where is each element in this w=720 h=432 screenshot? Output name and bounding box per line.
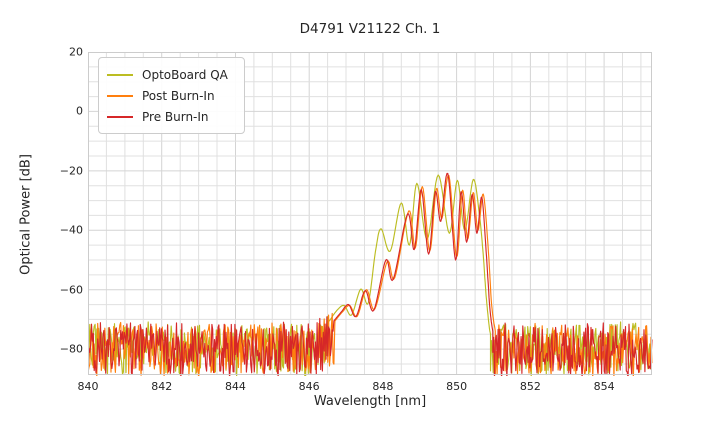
chart-title: D4791 V21122 Ch. 1 (299, 21, 441, 37)
x-axis-label: Wavelength [nm] (313, 394, 427, 409)
series-line (88, 172, 653, 376)
x-tick-label: 854 (593, 380, 615, 393)
x-tick-label: 852 (519, 380, 541, 393)
y-tick-label: −40 (59, 223, 83, 237)
x-tick-label: 842 (151, 380, 173, 393)
series-color-swatch (107, 115, 133, 118)
y-tick-label: 0 (76, 104, 83, 118)
legend-label: OptoBoard QA (142, 67, 228, 82)
series-color-swatch (107, 73, 133, 76)
legend-label: Post Burn-In (142, 88, 215, 103)
y-tick-label: −60 (59, 283, 83, 297)
legend-item: Post Burn-In (107, 85, 234, 106)
y-tick-label: −20 (59, 164, 83, 178)
x-tick-label: 844 (224, 380, 246, 393)
x-tick-label: 846 (298, 380, 320, 393)
x-tick-label: 848 (372, 380, 394, 393)
y-tick-label: 20 (69, 45, 83, 59)
x-tick-label: 840 (77, 380, 99, 393)
legend-label: Pre Burn-In (142, 109, 209, 124)
series-line (88, 174, 653, 376)
y-tick-label: −80 (59, 342, 83, 356)
legend-item: OptoBoard QA (107, 64, 234, 85)
legend: OptoBoard QA Post Burn-In Pre Burn-In (98, 57, 245, 134)
x-tick-label: 850 (446, 380, 468, 393)
legend-item: Pre Burn-In (107, 106, 234, 127)
series-color-swatch (107, 94, 133, 97)
y-axis-label: Optical Power [dB] (18, 154, 34, 275)
